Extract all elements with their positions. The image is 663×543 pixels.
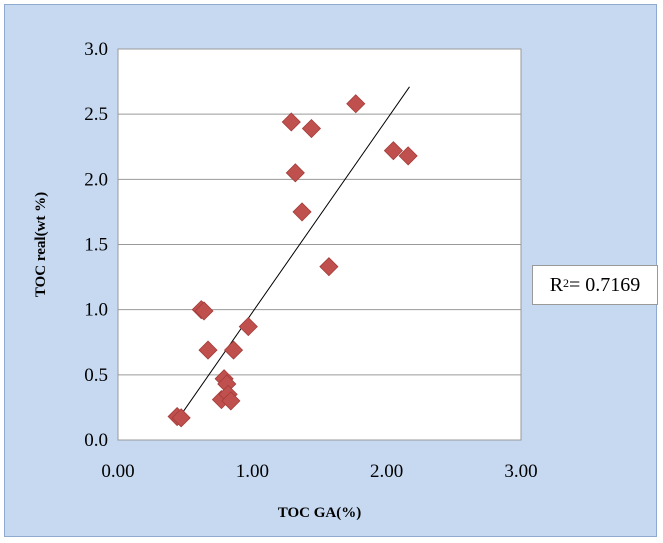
x-tick-label: 0.00 xyxy=(101,461,134,482)
y-tick-label: 2.0 xyxy=(84,169,108,190)
data-point xyxy=(194,301,214,321)
y-tick-label: 1.5 xyxy=(84,235,108,256)
data-point xyxy=(281,112,301,132)
data-point xyxy=(301,118,322,139)
x-tick-label: 2.00 xyxy=(370,461,403,482)
data-point xyxy=(292,202,312,222)
x-axis-tick-labels: 0.00 1.00 2.00 3.00 xyxy=(101,461,537,482)
x-tick-label: 1.00 xyxy=(236,461,269,482)
r-squared-prefix: R xyxy=(549,273,564,296)
r-squared-value: = 0.7169 xyxy=(569,273,641,296)
data-point xyxy=(198,340,218,360)
y-tick-label: 0.5 xyxy=(84,365,108,386)
trendline xyxy=(179,86,410,417)
gridlines xyxy=(118,48,521,441)
data-point xyxy=(346,94,366,114)
y-tick-label: 1.0 xyxy=(84,300,108,321)
x-tick-label: 3.00 xyxy=(504,461,537,482)
data-point xyxy=(223,340,244,360)
data-point xyxy=(238,317,258,337)
data-point xyxy=(285,163,305,183)
y-axis-title: TOC real(wt %) xyxy=(33,192,49,297)
y-tick-label: 2.5 xyxy=(84,104,108,125)
y-tick-label: 3.0 xyxy=(84,39,108,60)
data-point xyxy=(383,141,403,161)
y-tick-label: 0.0 xyxy=(84,430,108,451)
y-axis-tick-labels: 0.0 0.5 1.0 1.5 2.0 2.5 3.0 xyxy=(84,39,108,451)
data-points xyxy=(167,94,418,428)
data-point xyxy=(319,257,339,277)
data-point xyxy=(398,146,418,166)
r-squared-superscript: 2 xyxy=(563,275,570,290)
data-point xyxy=(171,408,191,428)
data-point xyxy=(221,391,241,411)
x-axis-title: TOC GA(%) xyxy=(278,505,361,521)
